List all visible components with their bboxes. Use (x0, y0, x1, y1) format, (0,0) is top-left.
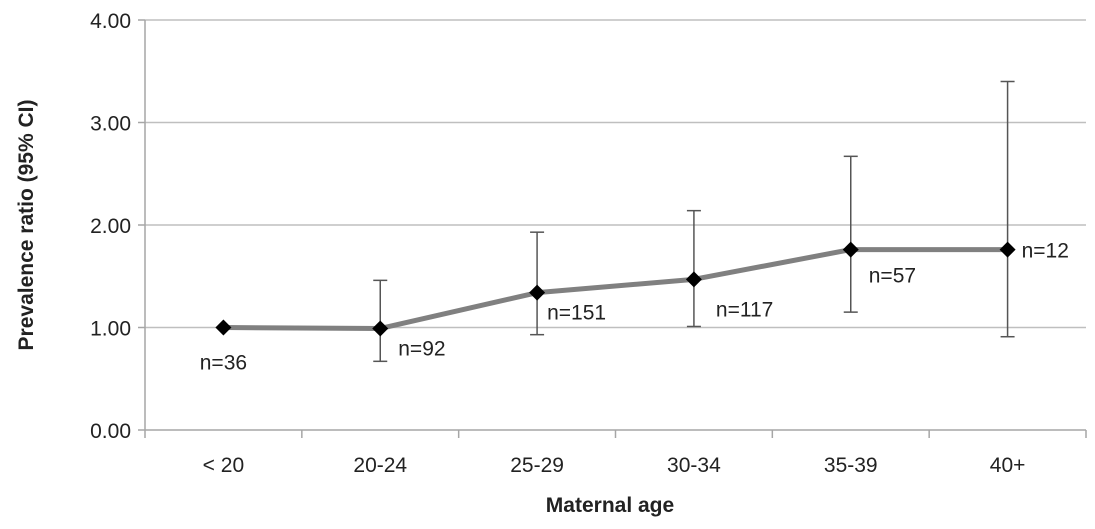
axes: 0.00 1.00 2.00 3.00 4.00 < 20 20-24 25-29 30-34 3… (90, 10, 1087, 477)
x-tick-label: 40+ (990, 454, 1026, 477)
data-labels: n=36 n=92 n=151 n=117 n=57 n=12 (200, 240, 1069, 375)
x-tick-label: < 20 (203, 454, 244, 477)
x-tick-label: 20-24 (353, 454, 407, 477)
data-point-marker (842, 241, 859, 258)
data-point-marker (529, 284, 546, 301)
y-tick-label: 2.00 (90, 215, 131, 238)
x-tick-label: 30-34 (667, 454, 721, 477)
y-tick-label: 3.00 (90, 113, 131, 136)
data-label: n=92 (398, 338, 445, 361)
data-point-marker (372, 320, 389, 337)
data-point-marker (999, 241, 1016, 258)
y-tick-label: 0.00 (90, 420, 131, 443)
x-tick-label: 25-29 (510, 454, 564, 477)
series-line (223, 247, 1008, 332)
x-tick-label: 35-39 (824, 454, 878, 477)
error-bars (373, 80, 1015, 363)
data-label: n=57 (869, 265, 916, 288)
y-tick-label: 1.00 (90, 318, 131, 341)
x-axis-title: Maternal age (546, 494, 674, 517)
y-axis-title: Prevalence ratio (95% CI) (15, 100, 38, 351)
gridlines (145, 19, 1086, 329)
data-point-marker (215, 319, 232, 336)
data-label: n=117 (716, 298, 773, 321)
series-line-path (223, 247, 1008, 332)
data-label: n=12 (1022, 240, 1069, 263)
data-markers (215, 241, 1016, 337)
data-point-marker (685, 271, 702, 288)
data-label: n=151 (547, 302, 606, 325)
data-label: n=36 (200, 352, 247, 375)
y-tick-label: 4.00 (90, 10, 131, 33)
